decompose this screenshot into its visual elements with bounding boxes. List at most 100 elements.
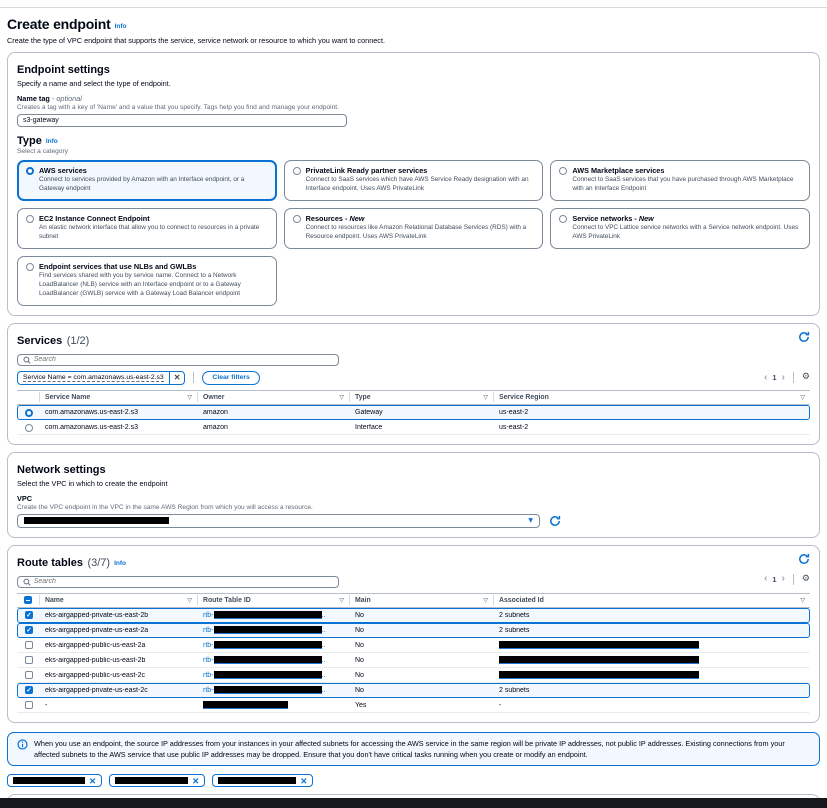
redacted-route-table-id: [213, 611, 322, 620]
token-dismiss-icon[interactable]: ✕: [89, 775, 97, 786]
route-tables-search-input[interactable]: [33, 578, 333, 586]
route-table-row[interactable]: eks-airgapped-public-us-east-2c rtb-.. N…: [17, 668, 810, 683]
vpc-refresh-button[interactable]: [549, 515, 561, 527]
route-table-id-link[interactable]: rtb-..: [203, 671, 326, 680]
clear-filters-button[interactable]: Clear filters: [202, 370, 260, 385]
sort-icon[interactable]: ▽: [483, 393, 488, 401]
route-table-row[interactable]: eks-airgapped-public-us-east-2b rtb-.. N…: [17, 653, 810, 668]
column-header-type[interactable]: Type ▽: [349, 392, 493, 403]
sort-icon[interactable]: ▽: [483, 596, 488, 604]
type-option-marketplace[interactable]: AWS Marketplace services Connect to SaaS…: [550, 160, 810, 201]
checkbox-icon[interactable]: [25, 701, 33, 710]
sort-icon[interactable]: ▽: [187, 596, 192, 604]
filter-token-dismiss-icon[interactable]: ✕: [168, 371, 185, 384]
type-option-description: Connect to VPC Lattice service networks …: [572, 223, 799, 240]
checkbox-icon[interactable]: [25, 641, 33, 650]
previous-page-icon[interactable]: ‹: [764, 573, 768, 585]
services-page-number[interactable]: 1: [772, 373, 777, 383]
type-option-privatelink-partner[interactable]: PrivateLink Ready partner services Conne…: [283, 160, 544, 201]
sort-icon[interactable]: ▽: [800, 393, 805, 401]
route-name-cell: eks-airgapped-private-us-east-2a: [45, 626, 149, 634]
radio-icon[interactable]: [292, 214, 301, 223]
associated-id-cell: [494, 671, 809, 680]
route-tables-info-link[interactable]: Info: [114, 559, 127, 567]
service-row-gateway[interactable]: com.amazonaws.us-east-2.s3 amazon Gatewa…: [17, 404, 810, 420]
route-tables-page-number[interactable]: 1: [772, 574, 777, 584]
sort-icon[interactable]: ▽: [339, 596, 344, 604]
column-header-owner[interactable]: Owner ▽: [197, 392, 349, 403]
route-table-id-link[interactable]: rtb-..: [203, 611, 326, 620]
type-option-description: Find services shared with you by service…: [39, 271, 241, 297]
route-table-id-link[interactable]: rtb-..: [203, 626, 326, 635]
column-header-main[interactable]: Main ▽: [349, 595, 493, 606]
radio-icon[interactable]: [559, 167, 568, 175]
checkbox-icon[interactable]: [25, 671, 33, 680]
radio-icon[interactable]: [25, 423, 33, 432]
associated-id-cell: 2 subnets: [499, 626, 530, 634]
sort-icon[interactable]: ▽: [339, 393, 344, 401]
type-option-ec2-instance-connect[interactable]: EC2 Instance Connect Endpoint An elastic…: [17, 207, 277, 249]
token-dismiss-icon[interactable]: ✕: [300, 775, 308, 786]
next-page-icon[interactable]: ›: [781, 371, 785, 383]
route-tables-refresh-button[interactable]: [798, 553, 810, 565]
radio-checked-icon[interactable]: [26, 167, 34, 175]
sort-icon[interactable]: ▽: [800, 596, 805, 604]
column-header-service-region[interactable]: Service Region ▽: [493, 392, 810, 403]
route-name-cell: eks-airgapped-public-us-east-2a: [45, 641, 146, 649]
route-table-id-link[interactable]: [198, 701, 350, 710]
route-tables-search[interactable]: [17, 575, 339, 588]
redacted-route-table-id: [213, 671, 322, 680]
column-header-service-name[interactable]: Service Name ▽: [39, 392, 197, 403]
services-settings-gear-icon[interactable]: ⚙: [801, 372, 810, 383]
route-table-id-link[interactable]: rtb-..: [203, 641, 326, 650]
radio-icon[interactable]: [26, 214, 34, 223]
type-option-service-networks[interactable]: Service networks - New Connect to VPC La…: [550, 207, 810, 249]
radio-icon[interactable]: [559, 214, 568, 223]
associated-id-cell: -: [499, 701, 502, 709]
name-tag-optional: - optional: [51, 94, 82, 103]
route-table-row[interactable]: ✓ eks-airgapped-private-us-east-2b rtb-.…: [17, 607, 810, 623]
route-table-row[interactable]: ✓ eks-airgapped-private-us-east-2a rtb-.…: [17, 622, 810, 638]
type-option-aws-services[interactable]: AWS services Connect to services provide…: [17, 160, 277, 201]
refresh-icon: [550, 515, 561, 526]
previous-page-icon[interactable]: ‹: [764, 371, 768, 383]
associated-id-cell: 2 subnets: [499, 611, 530, 619]
type-option-resources[interactable]: Resources - New Connect to resources lik…: [283, 207, 544, 249]
alert-text: When you use an endpoint, the source IP …: [34, 738, 785, 760]
route-table-id-link[interactable]: rtb-..: [203, 656, 326, 665]
type-info-link[interactable]: Info: [45, 138, 58, 145]
radio-icon[interactable]: [26, 262, 34, 271]
column-header-associated-id[interactable]: Associated Id ▽: [493, 595, 810, 606]
sort-icon[interactable]: ▽: [187, 393, 192, 401]
route-name-cell: eks-airgapped-public-us-east-2b: [45, 656, 146, 664]
select-all-checkbox[interactable]: [24, 596, 32, 605]
column-header-name[interactable]: Name ▽: [39, 595, 197, 606]
service-row-interface[interactable]: com.amazonaws.us-east-2.s3 amazon Interf…: [17, 420, 810, 435]
route-table-row[interactable]: eks-airgapped-public-us-east-2a rtb-.. N…: [17, 638, 810, 653]
route-table-row[interactable]: - Yes -: [17, 698, 810, 713]
checkbox-checked-icon[interactable]: ✓: [25, 611, 33, 620]
name-tag-input[interactable]: [17, 114, 347, 127]
checkbox-icon[interactable]: [25, 656, 33, 665]
services-search-input[interactable]: [33, 356, 333, 364]
next-page-icon[interactable]: ›: [781, 573, 785, 585]
route-tables-settings-gear-icon[interactable]: ⚙: [801, 573, 810, 584]
radio-checked-icon[interactable]: [25, 408, 33, 417]
column-header-route-table-id[interactable]: Route Table ID ▽: [197, 595, 349, 606]
services-refresh-button[interactable]: [798, 331, 810, 343]
token-dismiss-icon[interactable]: ✕: [192, 775, 200, 786]
redacted-vpc-value: [24, 517, 169, 525]
associated-id-cell: [494, 641, 809, 650]
route-name-cell: -: [45, 701, 48, 709]
page-info-link[interactable]: Info: [114, 23, 127, 30]
route-table-row[interactable]: ✓ eks-airgapped-private-us-east-2c rtb-.…: [17, 682, 810, 698]
checkbox-checked-icon[interactable]: ✓: [25, 626, 33, 635]
radio-icon[interactable]: [292, 167, 301, 175]
vpc-select[interactable]: ▼: [17, 513, 540, 528]
checkbox-checked-icon[interactable]: ✓: [25, 686, 33, 695]
services-search[interactable]: [17, 353, 339, 366]
route-table-id-link[interactable]: rtb-..: [203, 686, 326, 695]
service-region-cell: us-east-2: [499, 408, 529, 416]
type-cell: Gateway: [355, 408, 383, 416]
type-option-nlb-gwlb[interactable]: Endpoint services that use NLBs and GWLB…: [17, 255, 277, 306]
